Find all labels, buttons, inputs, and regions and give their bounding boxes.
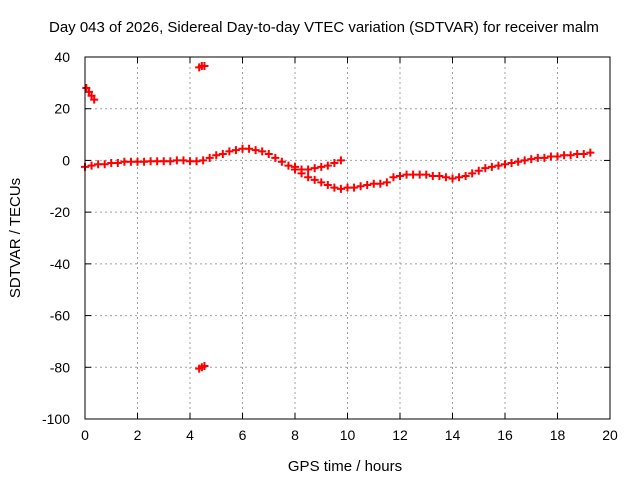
data-point: [317, 162, 326, 171]
data-point: [304, 173, 313, 182]
data-point: [245, 144, 254, 153]
data-point: [200, 361, 209, 370]
data-point: [317, 178, 326, 187]
series-evening-trend: [389, 148, 595, 183]
data-point: [455, 173, 464, 182]
x-tick-label: 8: [291, 427, 299, 443]
data-point: [566, 151, 575, 160]
data-point: [396, 171, 404, 180]
data-point: [323, 161, 332, 170]
data-points: [81, 62, 595, 373]
y-tick-label: 20: [54, 101, 70, 117]
data-point: [90, 95, 99, 104]
x-axis-label: GPS time / hours: [288, 458, 402, 475]
data-point: [494, 161, 503, 170]
grid: [85, 57, 610, 419]
data-point: [87, 161, 96, 170]
data-point: [277, 157, 286, 166]
data-point: [474, 166, 483, 175]
tick-labels: 0 2 4 6 8 10 12 14 16 18 20 -100 -80 -60 -40 -20 0 20 40: [42, 49, 618, 443]
data-point: [264, 149, 273, 158]
data-point: [100, 160, 109, 169]
data-point: [200, 62, 209, 71]
x-tick-label: 14: [445, 427, 461, 443]
data-point: [487, 162, 496, 171]
data-point: [231, 146, 240, 155]
data-point: [448, 174, 457, 183]
data-point: [540, 153, 549, 162]
data-point: [389, 173, 398, 182]
x-tick-label: 0: [81, 427, 89, 443]
data-point: [310, 175, 319, 184]
y-tick-label: 40: [54, 49, 70, 65]
data-point: [205, 153, 214, 162]
data-point: [350, 183, 359, 192]
x-tick-label: 16: [497, 427, 513, 443]
data-point: [218, 149, 227, 158]
data-point: [579, 149, 588, 158]
y-tick-label: -20: [50, 204, 70, 220]
data-point: [435, 171, 444, 180]
plot-frame: [84, 56, 611, 420]
x-tick-label: 18: [550, 427, 566, 443]
data-point: [284, 161, 293, 170]
data-point: [199, 156, 208, 165]
data-point: [376, 179, 385, 188]
data-point: [441, 173, 450, 182]
y-tick-label: 0: [62, 152, 70, 168]
data-point: [507, 159, 516, 168]
data-point: [336, 156, 345, 165]
x-tick-label: 6: [239, 427, 247, 443]
data-point: [481, 164, 490, 173]
x-tick-label: 4: [186, 427, 194, 443]
data-point: [520, 156, 529, 165]
series-main-trend: [81, 144, 391, 193]
x-tick-label: 20: [602, 427, 618, 443]
data-point: [382, 178, 391, 187]
data-point: [356, 182, 365, 191]
data-point: [468, 169, 477, 178]
data-point: [586, 148, 595, 157]
series-outliers: [82, 62, 209, 373]
x-tick-label: 10: [340, 427, 356, 443]
data-point: [363, 180, 372, 189]
data-point: [501, 160, 509, 169]
data-point: [304, 165, 313, 174]
data-point: [212, 151, 221, 160]
data-point: [271, 153, 280, 162]
chart-title: Day 043 of 2026, Sidereal Day-to-day VTE…: [49, 19, 599, 36]
data-point: [225, 147, 234, 156]
data-point: [514, 157, 523, 166]
y-tick-label: -60: [50, 308, 70, 324]
x-tick-label: 2: [134, 427, 142, 443]
data-point: [527, 155, 536, 164]
data-point: [330, 183, 339, 192]
data-point: [461, 171, 470, 180]
data-point: [553, 152, 562, 161]
data-point: [291, 162, 299, 171]
y-axis-label: SDTVAR / TECUs: [7, 178, 24, 298]
y-tick-label: -80: [50, 359, 70, 375]
data-point: [251, 146, 260, 155]
series-upper-branch: [291, 156, 345, 174]
data-point: [258, 147, 267, 156]
data-point: [310, 164, 319, 173]
data-point: [336, 184, 345, 193]
data-point: [422, 170, 431, 179]
y-tick-label: -100: [42, 411, 70, 427]
data-point: [323, 180, 332, 189]
y-tick-label: -40: [50, 256, 70, 272]
data-point: [330, 159, 339, 168]
x-tick-label: 12: [392, 427, 408, 443]
data-point: [113, 159, 122, 168]
